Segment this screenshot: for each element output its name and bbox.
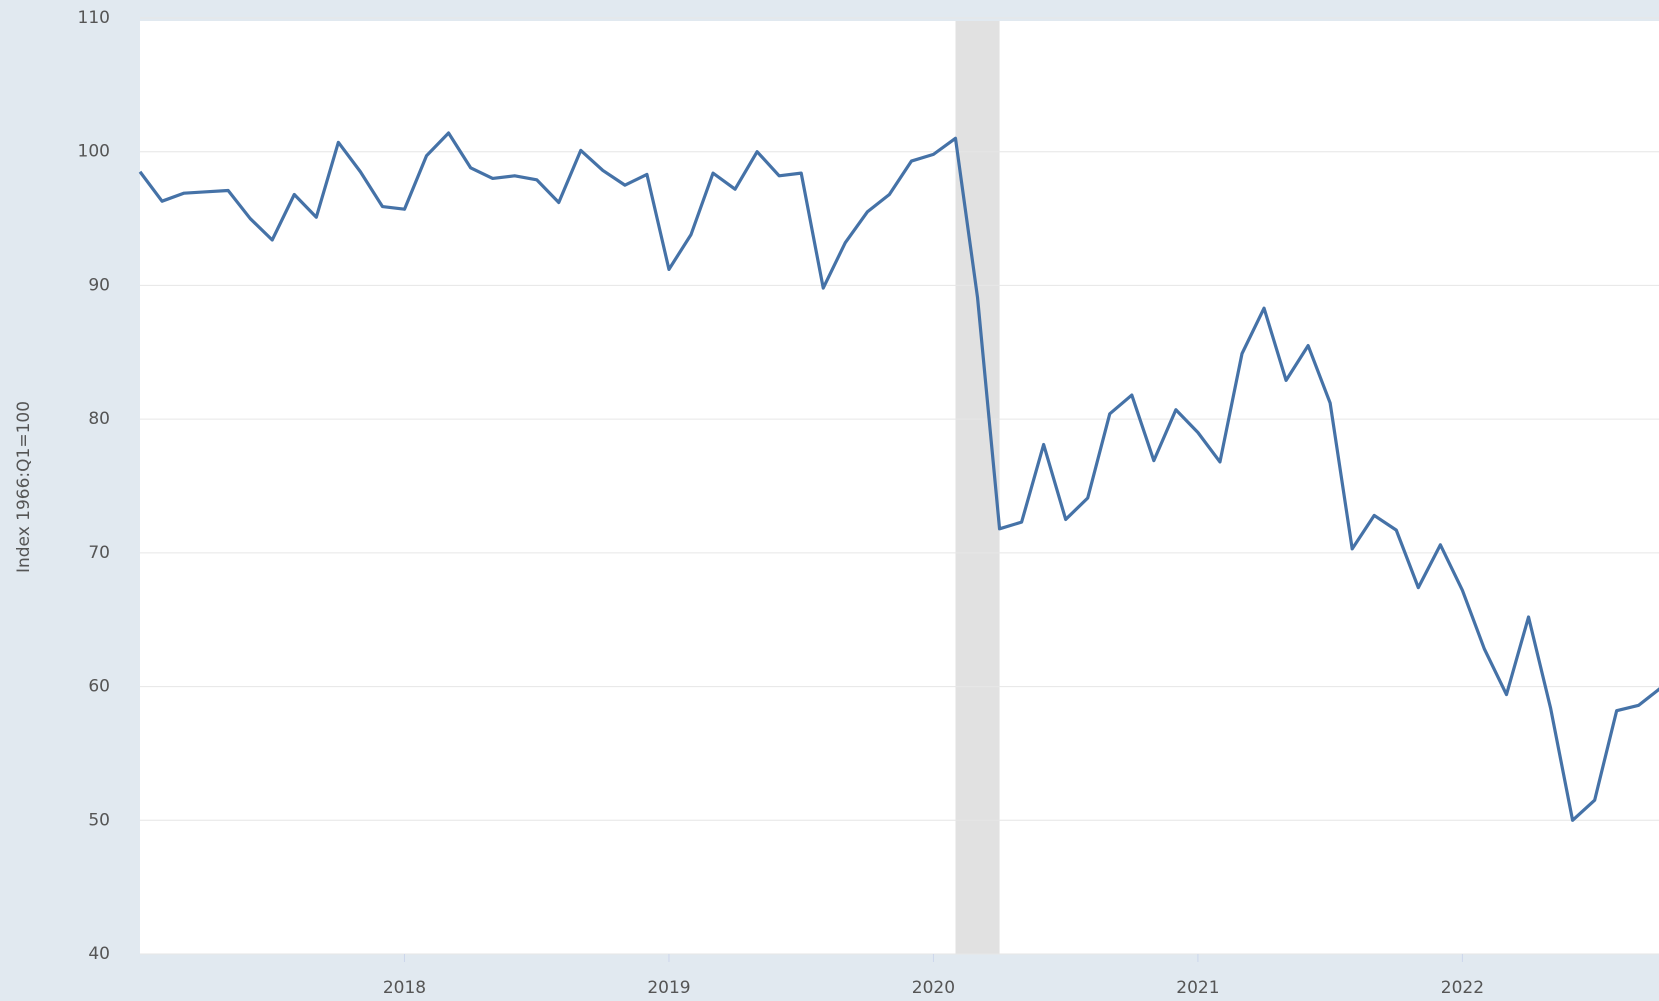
data-line — [138, 131, 1659, 822]
y-tick-label: 110 — [78, 8, 110, 28]
y-tick-label: 70 — [88, 543, 110, 563]
plot-area — [140, 21, 1659, 954]
x-tick-label: 2021 — [1176, 978, 1219, 998]
x-tick-label: 2022 — [1441, 978, 1484, 998]
y-tick-label: 40 — [88, 944, 110, 964]
x-tick-label: 2019 — [647, 978, 690, 998]
recession-shade — [955, 21, 1000, 954]
y-axis-label: Index 1966:Q1=100 — [14, 401, 34, 573]
y-tick-label: 90 — [88, 275, 110, 295]
y-tick-label: 100 — [78, 142, 110, 162]
y-tick-label: 60 — [88, 677, 110, 697]
x-tick-label: 2020 — [912, 978, 955, 998]
y-tick-label: 80 — [88, 409, 110, 429]
y-tick-label: 50 — [88, 810, 110, 830]
x-tick-label: 2018 — [383, 978, 426, 998]
